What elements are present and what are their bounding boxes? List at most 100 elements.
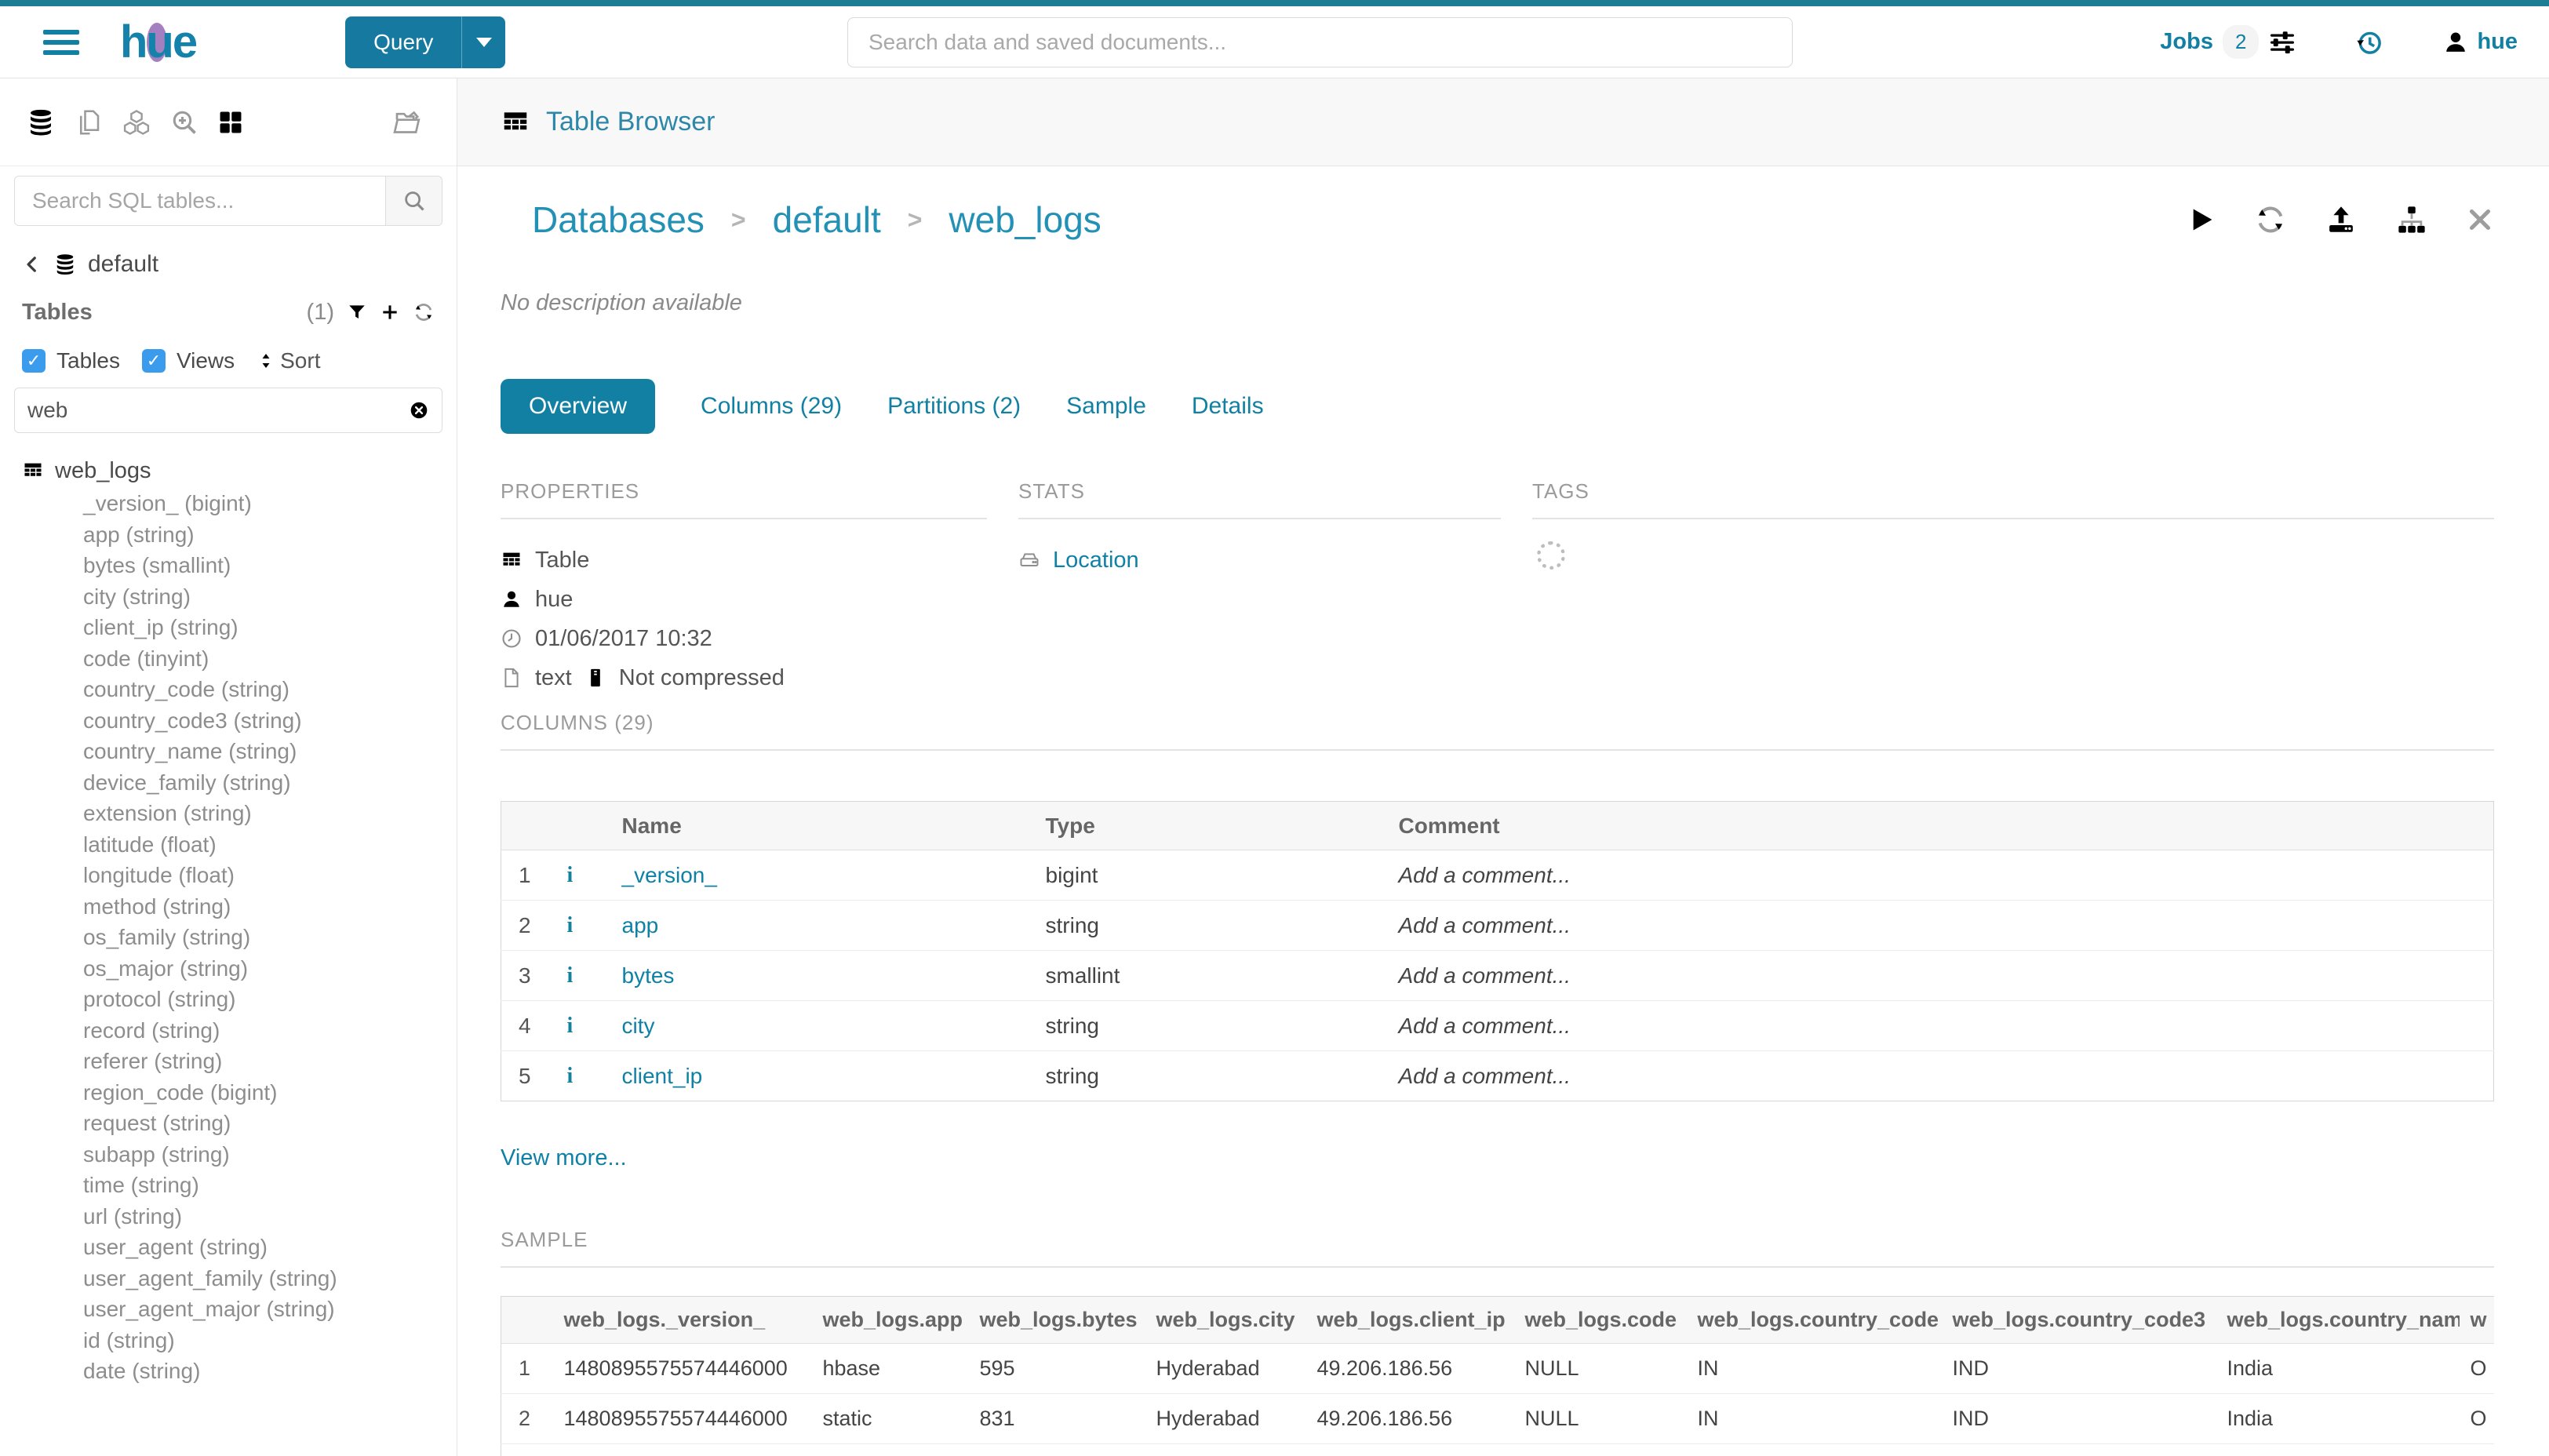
tab-overview[interactable]: Overview bbox=[501, 379, 655, 434]
sample-table-wrap: web_logs._version_web_logs.appweb_logs.b… bbox=[501, 1296, 2494, 1456]
info-icon[interactable]: i bbox=[567, 913, 574, 937]
lineage-sitemap-icon[interactable] bbox=[2395, 203, 2428, 236]
column-list-item[interactable]: device_family (string) bbox=[14, 767, 442, 799]
query-play-icon[interactable] bbox=[2187, 205, 2216, 235]
hue-logo[interactable]: hue bbox=[120, 20, 196, 65]
column-list-item[interactable]: id (string) bbox=[14, 1325, 442, 1356]
column-list-item[interactable]: extension (string) bbox=[14, 798, 442, 829]
database-breadcrumb-row[interactable]: default bbox=[22, 251, 442, 278]
global-search-input[interactable] bbox=[847, 17, 1793, 67]
back-chevron-icon[interactable] bbox=[22, 254, 42, 275]
column-list-item[interactable]: os_family (string) bbox=[14, 922, 442, 953]
tab-details[interactable]: Details bbox=[1192, 393, 1264, 420]
column-list-item[interactable]: country_code (string) bbox=[14, 674, 442, 705]
column-list-item[interactable]: record (string) bbox=[14, 1015, 442, 1046]
breadcrumb-table-web-logs[interactable]: web_logs bbox=[949, 198, 1101, 241]
column-list-item[interactable]: referer (string) bbox=[14, 1046, 442, 1077]
column-list-item[interactable]: latitude (float) bbox=[14, 829, 442, 861]
tab-columns[interactable]: Columns (29) bbox=[701, 393, 842, 420]
table-filter-input[interactable]: web bbox=[27, 398, 409, 423]
column-list-item[interactable]: date (string) bbox=[14, 1356, 442, 1387]
info-icon[interactable]: i bbox=[567, 963, 574, 988]
tables-checkbox[interactable]: ✓ bbox=[22, 349, 46, 373]
add-table-icon[interactable] bbox=[380, 302, 400, 322]
user-menu[interactable]: hue bbox=[2442, 29, 2518, 56]
column-type: string bbox=[1035, 1051, 1388, 1101]
column-name-link[interactable]: bytes bbox=[622, 963, 675, 988]
column-list-item[interactable]: city (string) bbox=[14, 581, 442, 613]
column-list-item[interactable]: method (string) bbox=[14, 891, 442, 923]
query-dropdown-toggle[interactable] bbox=[461, 16, 505, 68]
columns-header-type: Type bbox=[1035, 802, 1388, 850]
sample-header-cell: web_logs.app bbox=[812, 1297, 969, 1344]
refresh-icon[interactable] bbox=[2254, 203, 2287, 236]
clear-filter-icon[interactable] bbox=[409, 400, 429, 420]
tab-sample[interactable]: Sample bbox=[1066, 393, 1146, 420]
sql-table-search-button[interactable] bbox=[385, 177, 442, 225]
close-icon[interactable] bbox=[2466, 206, 2494, 234]
refresh-tables-icon[interactable] bbox=[413, 301, 435, 323]
sql-table-search-input[interactable] bbox=[15, 177, 385, 225]
query-split-button[interactable]: Query bbox=[345, 16, 505, 68]
functions-cubes-icon[interactable] bbox=[122, 107, 151, 137]
column-list-item[interactable]: request (string) bbox=[14, 1108, 442, 1139]
column-comment-field[interactable]: Add a comment... bbox=[1388, 850, 2494, 901]
breadcrumb-database-default[interactable]: default bbox=[773, 198, 881, 241]
apps-grid-icon[interactable] bbox=[217, 109, 244, 136]
column-list-item[interactable]: _version_ (bigint) bbox=[14, 488, 442, 519]
upload-import-icon[interactable] bbox=[2325, 203, 2358, 236]
tab-partitions[interactable]: Partitions (2) bbox=[887, 393, 1021, 420]
loading-spinner bbox=[1537, 541, 1565, 570]
column-row-number: 5 bbox=[501, 1051, 556, 1101]
filter-funnel-icon[interactable] bbox=[347, 302, 367, 322]
sql-assist-database-icon[interactable] bbox=[26, 107, 56, 137]
column-name-link[interactable]: client_ip bbox=[622, 1064, 703, 1088]
user-name: hue bbox=[2477, 29, 2518, 55]
property-owner: hue bbox=[501, 584, 987, 615]
column-type: string bbox=[1035, 1001, 1388, 1051]
column-list-item[interactable]: region_code (bigint) bbox=[14, 1077, 442, 1108]
column-list-item[interactable]: os_major (string) bbox=[14, 953, 442, 985]
jobs-link[interactable]: Jobs 2 bbox=[2160, 25, 2296, 59]
info-icon[interactable]: i bbox=[567, 1014, 574, 1038]
column-list-item[interactable]: country_code3 (string) bbox=[14, 705, 442, 737]
column-list-item[interactable]: time (string) bbox=[14, 1170, 442, 1201]
column-list-item[interactable]: longitude (float) bbox=[14, 860, 442, 891]
documents-icon[interactable] bbox=[75, 108, 103, 136]
view-more-link[interactable]: View more... bbox=[501, 1145, 2494, 1171]
search-zoom-icon[interactable] bbox=[170, 108, 198, 136]
history-icon[interactable] bbox=[2354, 27, 2384, 57]
table-list-item-web-logs[interactable]: web_logs bbox=[14, 453, 442, 488]
column-comment-field[interactable]: Add a comment... bbox=[1388, 1001, 2494, 1051]
hamburger-menu-icon[interactable] bbox=[43, 30, 79, 55]
column-comment-field[interactable]: Add a comment... bbox=[1388, 951, 2494, 1001]
column-name-link[interactable]: _version_ bbox=[622, 863, 717, 887]
overview-meta-sections: PROPERTIES Table hue 01/06/2017 10:32 bbox=[501, 479, 2494, 693]
clock-icon bbox=[501, 628, 523, 650]
info-icon[interactable]: i bbox=[567, 863, 574, 887]
folder-documents-icon[interactable] bbox=[391, 107, 422, 138]
column-comment-field[interactable]: Add a comment... bbox=[1388, 901, 2494, 951]
column-list-item[interactable]: client_ip (string) bbox=[14, 612, 442, 643]
info-icon[interactable]: i bbox=[567, 1064, 574, 1088]
column-list-item[interactable]: url (string) bbox=[14, 1201, 442, 1232]
sort-control[interactable]: Sort bbox=[257, 348, 320, 373]
views-checkbox[interactable]: ✓ bbox=[142, 349, 166, 373]
property-type: Table bbox=[501, 544, 987, 576]
column-name-link[interactable]: city bbox=[622, 1014, 655, 1038]
column-list-item[interactable]: app (string) bbox=[14, 519, 442, 551]
column-list-item[interactable]: user_agent_family (string) bbox=[14, 1263, 442, 1294]
query-button[interactable]: Query bbox=[345, 16, 461, 68]
column-list-item[interactable]: country_name (string) bbox=[14, 736, 442, 767]
column-list-item[interactable]: user_agent (string) bbox=[14, 1232, 442, 1263]
column-list-item[interactable]: code (tinyint) bbox=[14, 643, 442, 675]
sliders-icon[interactable] bbox=[2268, 28, 2296, 56]
column-name-link[interactable]: app bbox=[622, 913, 659, 937]
column-list-item[interactable]: bytes (smallint) bbox=[14, 550, 442, 581]
column-list-item[interactable]: protocol (string) bbox=[14, 984, 442, 1015]
column-comment-field[interactable]: Add a comment... bbox=[1388, 1051, 2494, 1101]
column-list-item[interactable]: user_agent_major (string) bbox=[14, 1294, 442, 1325]
column-list-item[interactable]: subapp (string) bbox=[14, 1139, 442, 1170]
location-link[interactable]: Location bbox=[1053, 548, 1139, 573]
breadcrumb-databases[interactable]: Databases bbox=[532, 198, 705, 241]
